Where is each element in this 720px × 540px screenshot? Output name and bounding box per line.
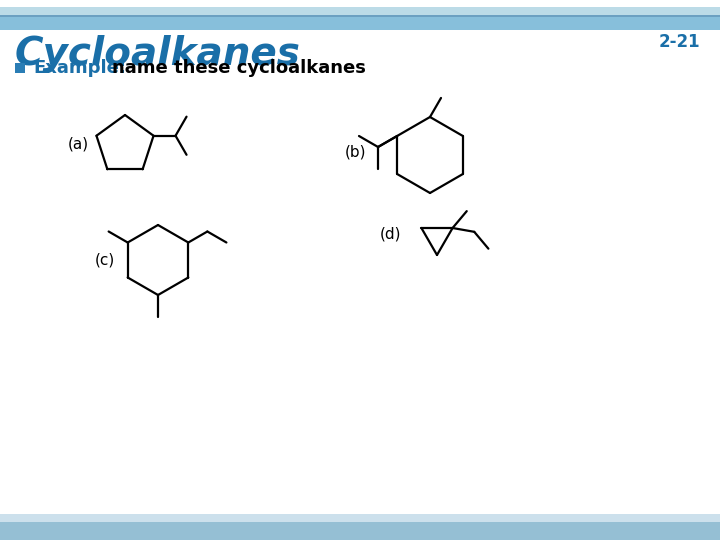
Bar [0, 522, 720, 540]
Text: name these cycloalkanes: name these cycloalkanes [112, 59, 366, 77]
Bar [0, 7, 720, 15]
FancyBboxPatch shape [15, 63, 25, 73]
Text: Cycloalkanes: Cycloalkanes [15, 35, 301, 73]
Text: Example:: Example: [33, 59, 126, 77]
Bar [0, 514, 720, 522]
Text: (c): (c) [95, 253, 115, 267]
Text: (a): (a) [68, 137, 89, 152]
Text: (d): (d) [380, 226, 402, 241]
Text: (b): (b) [345, 145, 366, 159]
Bar [0, 15, 720, 30]
Bar [0, 15, 720, 17]
Text: 2-21: 2-21 [658, 33, 700, 51]
